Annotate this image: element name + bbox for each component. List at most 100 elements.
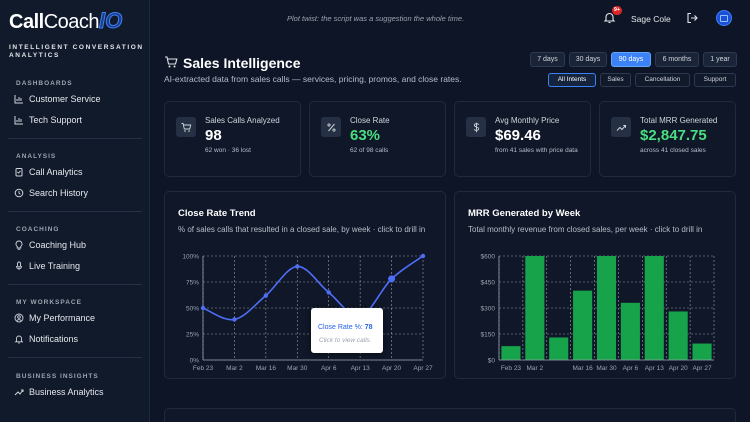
stat-card-avg-price: Avg Monthly Price $69.46 from 41 sales w…	[454, 101, 591, 177]
y-tick-label: 0%	[190, 358, 200, 365]
stat-sub: 62 of 98 calls	[350, 147, 389, 154]
panel-title: Close Rate Trend	[178, 208, 256, 219]
x-tick-label: Apr 20	[382, 365, 402, 372]
stat-sub: from 41 sales with price data	[495, 147, 578, 154]
sidebar-item-label: Customer Service	[29, 94, 101, 104]
panel-subtitle: % of sales calls that resulted in a clos…	[178, 225, 426, 234]
mrr-bar	[620, 302, 640, 360]
sidebar-item-notifications[interactable]: Notifications	[14, 331, 144, 347]
x-tick-label: Apr 6	[623, 365, 639, 372]
data-point	[232, 317, 237, 322]
chart-tooltip[interactable]: Close Rate %: 78 Click to view calls	[311, 308, 383, 353]
sidebar-item-label: Live Training	[29, 261, 81, 271]
stat-label: Total MRR Generated	[640, 116, 718, 125]
mrr-chart[interactable]: $0 $150 $300 $450 $600 Feb 23 Mar 2 Mar 16 Mar 3…	[455, 192, 737, 380]
x-tick-label: Mar 30	[596, 365, 617, 372]
tooltip-hint: Click to view calls	[319, 337, 370, 344]
avatar[interactable]	[716, 10, 732, 26]
history-icon	[14, 188, 24, 198]
mrr-bar	[573, 290, 593, 360]
sidebar-item-label: Business Analytics	[29, 387, 104, 397]
bell-icon[interactable]	[603, 11, 616, 24]
mrr-panel[interactable]: MRR Generated by Week Total monthly reve…	[454, 191, 736, 379]
mrr-bar	[596, 256, 617, 360]
stat-card-sales-calls: Sales Calls Analyzed 98 62 won · 36 lost	[164, 101, 301, 177]
range-1-year[interactable]: 1 year	[703, 52, 737, 67]
x-tick-label: Apr 13	[351, 365, 371, 372]
panel-title: MRR Generated by Week	[468, 208, 581, 219]
close-rate-panel[interactable]: Close Rate Trend % of sales calls that r…	[164, 191, 446, 379]
section-dashboards: DASHBOARDS	[16, 80, 73, 87]
lightbulb-icon	[14, 240, 24, 250]
y-tick-label: $450	[481, 280, 496, 287]
brand-call: Call	[9, 11, 44, 33]
range-7-days[interactable]: 7 days	[530, 52, 565, 67]
x-tick-label: Feb 23	[501, 365, 522, 372]
intent-support[interactable]: Support	[694, 73, 736, 87]
range-6-months[interactable]: 6 months	[655, 52, 699, 67]
sidebar-item-label: Tech Support	[29, 115, 83, 125]
y-tick-label: $600	[481, 254, 496, 261]
range-30-days[interactable]: 30 days	[569, 52, 607, 67]
brand-logo[interactable]: CallCoachIO	[9, 8, 123, 36]
data-point	[388, 275, 396, 283]
mrr-bar	[549, 337, 569, 360]
stat-label: Sales Calls Analyzed	[205, 116, 280, 125]
sidebar-item-coaching-hub[interactable]: Coaching Hub	[14, 237, 144, 253]
sidebar-divider	[8, 357, 142, 358]
sidebar-item-label: Notifications	[29, 334, 79, 344]
stat-label: Avg Monthly Price	[495, 116, 560, 125]
y-tick-label: 100%	[182, 254, 199, 261]
cart-icon	[176, 117, 196, 137]
x-tick-label: Apr 13	[645, 365, 665, 372]
stat-card-total-mrr: Total MRR Generated $2,847.75 across 41 …	[599, 101, 736, 177]
percent-icon	[321, 117, 341, 137]
stat-value: 63%	[350, 127, 381, 144]
intent-sales[interactable]: Sales	[600, 73, 631, 87]
data-point	[200, 305, 206, 311]
sidebar-item-label: Coaching Hub	[29, 240, 87, 250]
logout-icon[interactable]	[686, 12, 698, 24]
tooltip-label-text: Close Rate %:	[318, 324, 363, 331]
y-tick-label: 75%	[186, 280, 199, 287]
sidebar-item-call-analytics[interactable]: Call Analytics	[14, 164, 144, 180]
mrr-bar	[525, 256, 545, 360]
mrr-bar	[692, 343, 712, 360]
sidebar-item-label: Search History	[29, 188, 89, 198]
sidebar-item-live-training[interactable]: Live Training	[14, 258, 144, 274]
sidebar-item-my-performance[interactable]: My Performance	[14, 310, 144, 326]
topbar-tagline: Plot twist: the script was a suggestion …	[287, 14, 465, 23]
page-title: Sales Intelligence	[183, 55, 301, 71]
data-point	[263, 293, 269, 298]
data-point	[326, 290, 331, 295]
cart-icon	[165, 56, 178, 68]
user-circle-icon	[14, 313, 24, 323]
intent-cancellation[interactable]: Cancellation	[635, 73, 690, 87]
tooltip-label: Close Rate %: 78	[318, 324, 373, 331]
stat-value: 98	[205, 127, 222, 144]
section-analysis: ANALYSIS	[16, 153, 57, 160]
intent-all[interactable]: All Intents	[548, 73, 596, 87]
trend-icon	[611, 117, 631, 137]
x-tick-label: Mar 30	[287, 365, 308, 372]
section-my-workspace: MY WORKSPACE	[16, 299, 82, 306]
username[interactable]: Sage Cole	[631, 14, 671, 24]
stat-sub: 62 won · 36 lost	[205, 147, 251, 154]
notification-badge: 9+	[612, 6, 622, 15]
sidebar-item-business-analytics[interactable]: Business Analytics	[14, 384, 144, 400]
stat-value: $69.46	[495, 127, 541, 144]
sidebar-item-customer-service[interactable]: Customer Service	[14, 91, 144, 107]
sidebar-item-search-history[interactable]: Search History	[14, 185, 144, 201]
stat-card-close-rate: Close Rate 63% 62 of 98 calls	[309, 101, 446, 177]
y-tick-label: $150	[481, 332, 496, 339]
sidebar-item-tech-support[interactable]: Tech Support	[14, 112, 144, 128]
tooltip-value: 78	[364, 324, 373, 331]
range-90-days[interactable]: 90 days	[611, 52, 651, 67]
brand-io: IO	[98, 8, 123, 34]
avatar-glyph	[720, 14, 728, 22]
sidebar-divider	[8, 284, 142, 285]
trend-icon	[14, 387, 24, 397]
x-tick-label: Mar 2	[527, 365, 544, 372]
data-point	[420, 253, 426, 259]
close-rate-chart[interactable]: 0% 25% 50% 75% 100% Feb 23 Mar 2 Mar 16 Mar 30 Ap…	[165, 192, 447, 380]
